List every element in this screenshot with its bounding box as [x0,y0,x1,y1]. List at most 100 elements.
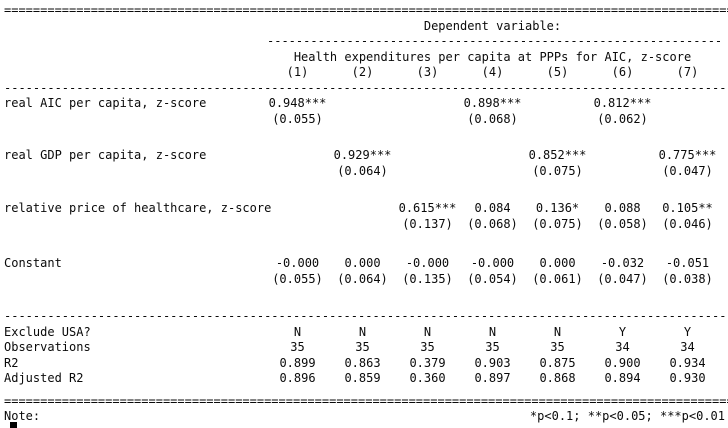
row-label: Constant [4,256,62,270]
se-cell: (0.054) [467,271,518,286]
se-cell [330,217,395,233]
coef-cell: 0.812*** [593,96,652,110]
coef-cell: -0.000 [470,256,515,270]
stats-separator: ----------------------------------------… [4,309,728,323]
se-cell: (0.058) [597,216,648,231]
coef-cell: 0.000 [539,256,576,270]
stat-cell: 35 [290,340,305,354]
top-double-rule: ========================================… [4,3,728,17]
se-cell [265,217,330,233]
coef-cell [460,148,525,164]
se-cell: (0.038) [662,271,713,286]
row-label: Observations [4,340,91,354]
coef-cell [330,96,395,112]
coef-cell: 0.898*** [463,96,522,110]
column-header: (3) [416,65,439,79]
dependent-variable-underline: ----------------------------------------… [267,34,723,48]
coef-cell: 0.775*** [658,148,717,162]
column-header: (5) [546,65,569,79]
coef-cell [395,96,460,112]
coef-cell: -0.000 [405,256,450,270]
stat-cell: 0.900 [604,355,641,370]
stat-row-r2: R2 0.899 0.863 0.379 0.903 0.875 0.900 0… [0,356,728,372]
se-cell: (0.061) [532,271,583,286]
stat-cell: 0.897 [474,371,511,385]
coef-row-real-aic: real AIC per capita, z-score 0.948*** 0.… [0,96,728,112]
se-cell [525,112,590,128]
stat-cell: 0.894 [604,371,641,385]
row-label: relative price of healthcare, z-score [4,201,272,215]
coef-cell [590,148,655,164]
significance-legend: *p<0.1; **p<0.05; ***p<0.01 [529,409,725,423]
se-cell [460,164,525,180]
stat-cell: N [423,324,432,339]
se-cell [655,112,720,128]
column-header: (4) [481,65,504,79]
se-cell: (0.137) [402,216,453,231]
coef-cell: 0.088 [604,201,641,215]
coef-cell: 0.615*** [398,201,457,215]
se-cell: (0.075) [532,163,583,178]
stat-row-exclude-usa: Exclude USA? N N N N N Y Y [0,325,728,341]
column-header: (6) [611,65,634,79]
coef-cell: -0.032 [600,256,645,270]
se-cell [395,112,460,128]
coef-cell: -0.000 [275,256,320,270]
row-label: real GDP per capita, z-score [4,148,207,162]
stat-cell: 0.379 [409,355,446,370]
coef-cell: 0.948*** [268,96,327,110]
stat-cell: 34 [680,340,695,354]
stat-cell: 0.899 [279,355,316,370]
se-cell: (0.068) [467,111,518,126]
stat-row-observations: Observations 35 35 35 35 35 34 34 [0,340,728,356]
coef-cell: 0.852*** [528,148,587,162]
row-label: R2 [4,355,19,370]
coef-cell: 0.084 [474,201,511,215]
stat-cell: 35 [420,340,435,354]
se-cell: (0.046) [662,216,713,231]
se-cell: (0.055) [272,271,323,286]
se-cell [590,164,655,180]
row-label: real AIC per capita, z-score [4,96,207,110]
se-row-constant: (0.055) (0.064) (0.135) (0.054) (0.061) … [0,272,728,288]
coef-cell: -0.051 [665,256,710,270]
coef-row-constant: Constant -0.000 0.000 -0.000 -0.000 0.00… [0,256,728,272]
stat-cell: 35 [550,340,565,354]
se-row-real-gdp: (0.064) (0.075) (0.047) [0,164,728,180]
coef-cell [265,148,330,164]
se-cell: (0.068) [467,216,518,231]
se-cell [330,112,395,128]
stat-cell: 35 [485,340,500,354]
stat-cell: 0.875 [539,355,576,370]
note-row: Note: *p<0.1; **p<0.05; ***p<0.01 [0,409,728,425]
stat-cell: 0.868 [539,371,576,385]
coef-cell [395,148,460,164]
stat-row-adjusted-r2: Adjusted R2 0.896 0.859 0.360 0.897 0.86… [0,371,728,387]
stat-cell: 0.859 [344,371,381,385]
se-cell: (0.135) [402,271,453,286]
stat-cell: N [293,324,302,339]
stat-cell: N [358,324,367,339]
stat-cell: 0.930 [669,371,706,385]
se-cell [395,164,460,180]
stat-cell: 0.934 [669,355,706,370]
se-row-real-aic: (0.055) (0.068) (0.062) [0,112,728,128]
column-header: (2) [351,65,374,79]
coef-cell: 0.105** [662,201,713,215]
stat-cell: N [553,324,562,339]
se-cell: (0.047) [597,271,648,286]
dependent-variable-label: Dependent variable: [423,18,562,33]
se-cell: (0.047) [662,163,713,178]
coef-cell [265,201,330,217]
coef-cell: 0.929*** [333,148,392,162]
stat-cell: Y [683,324,692,339]
se-cell: (0.064) [337,271,388,286]
dependent-variable-name: Health expenditures per capita at PPPs f… [293,49,692,64]
stat-cell: 0.360 [409,371,446,385]
coef-cell [525,96,590,112]
coef-cell [655,96,720,112]
row-label: Adjusted R2 [4,371,84,385]
note-label: Note: [4,409,41,423]
coef-cell [330,201,395,217]
